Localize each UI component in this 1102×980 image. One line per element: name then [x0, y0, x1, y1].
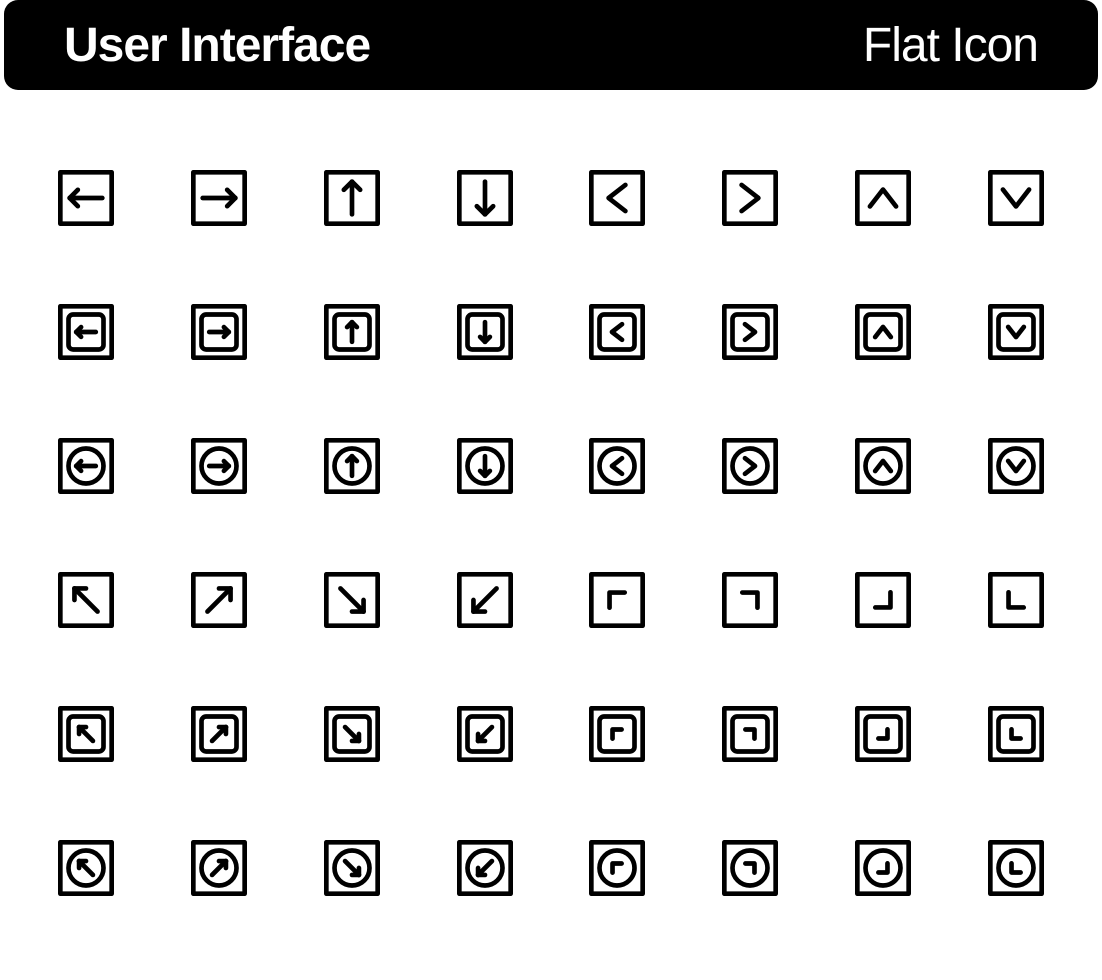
arrow-down-icon: [457, 170, 513, 226]
arrow-up-left-boxed-icon: [58, 706, 114, 762]
arrow-up-right-icon: [191, 572, 247, 628]
header-subtitle: Flat Icon: [863, 18, 1038, 73]
arrow-up-circle-icon: [324, 438, 380, 494]
corner-bottom-left-circle-icon: [988, 840, 1044, 896]
corner-bottom-right-circle-icon: [855, 840, 911, 896]
header-title: User Interface: [64, 18, 370, 73]
arrow-right-circle-icon: [191, 438, 247, 494]
chevron-up-boxed-icon: [855, 304, 911, 360]
corner-bottom-right-icon: [855, 572, 911, 628]
corner-bottom-left-icon: [988, 572, 1044, 628]
arrow-up-left-circle-icon: [58, 840, 114, 896]
arrow-right-icon: [191, 170, 247, 226]
arrow-down-right-circle-icon: [324, 840, 380, 896]
chevron-up-icon: [855, 170, 911, 226]
chevron-right-icon: [722, 170, 778, 226]
chevron-down-icon: [988, 170, 1044, 226]
header-bar: User Interface Flat Icon: [4, 0, 1098, 90]
arrow-left-circle-icon: [58, 438, 114, 494]
arrow-down-circle-icon: [457, 438, 513, 494]
arrow-up-right-circle-icon: [191, 840, 247, 896]
chevron-down-boxed-icon: [988, 304, 1044, 360]
arrow-up-icon: [324, 170, 380, 226]
corner-top-left-icon: [589, 572, 645, 628]
icon-grid: [0, 90, 1102, 896]
arrow-left-icon: [58, 170, 114, 226]
chevron-down-circle-icon: [988, 438, 1044, 494]
chevron-left-circle-icon: [589, 438, 645, 494]
corner-top-left-circle-icon: [589, 840, 645, 896]
arrow-down-right-icon: [324, 572, 380, 628]
corner-bottom-right-boxed-icon: [855, 706, 911, 762]
chevron-left-icon: [589, 170, 645, 226]
corner-top-right-circle-icon: [722, 840, 778, 896]
arrow-up-left-icon: [58, 572, 114, 628]
arrow-down-left-icon: [457, 572, 513, 628]
arrow-down-left-boxed-icon: [457, 706, 513, 762]
arrow-down-left-circle-icon: [457, 840, 513, 896]
arrow-left-boxed-icon: [58, 304, 114, 360]
arrow-down-right-boxed-icon: [324, 706, 380, 762]
arrow-up-boxed-icon: [324, 304, 380, 360]
corner-bottom-left-boxed-icon: [988, 706, 1044, 762]
arrow-right-boxed-icon: [191, 304, 247, 360]
arrow-down-boxed-icon: [457, 304, 513, 360]
chevron-left-boxed-icon: [589, 304, 645, 360]
corner-top-right-icon: [722, 572, 778, 628]
chevron-right-circle-icon: [722, 438, 778, 494]
chevron-right-boxed-icon: [722, 304, 778, 360]
arrow-up-right-boxed-icon: [191, 706, 247, 762]
chevron-up-circle-icon: [855, 438, 911, 494]
corner-top-left-boxed-icon: [589, 706, 645, 762]
corner-top-right-boxed-icon: [722, 706, 778, 762]
